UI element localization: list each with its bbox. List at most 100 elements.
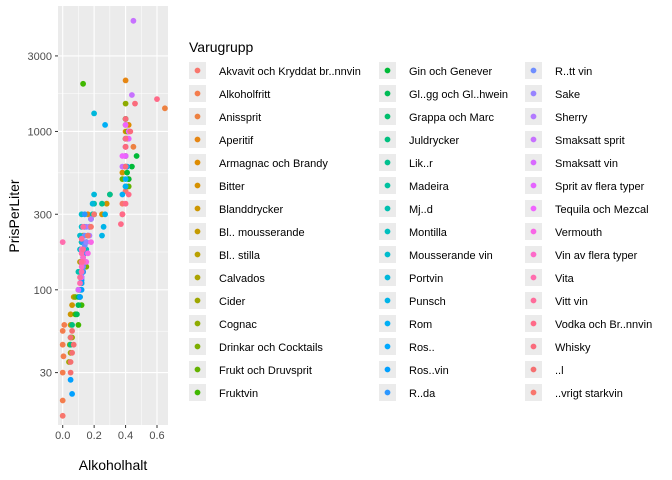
legend-marker xyxy=(530,182,537,189)
x-tick-label: 0.2 xyxy=(86,430,101,442)
legend-label: R..da xyxy=(409,388,436,400)
data-point xyxy=(78,259,85,265)
x-tick-label: 0.6 xyxy=(149,430,164,442)
data-point xyxy=(69,349,75,356)
legend-label: Gl..gg och Gl..hwein xyxy=(409,89,508,101)
legend-marker xyxy=(384,67,391,74)
legend-marker xyxy=(530,274,537,281)
legend-item: Cognac xyxy=(189,315,257,332)
data-point xyxy=(78,268,85,275)
legend-label: Cognac xyxy=(219,319,257,331)
data-point xyxy=(133,153,140,159)
legend-marker xyxy=(530,67,537,74)
legend-item: Montilla xyxy=(379,223,448,240)
legend-item: Vitt vin xyxy=(525,292,588,309)
legend-marker xyxy=(194,136,201,143)
legend-item: Aperitif xyxy=(189,131,254,148)
data-point xyxy=(78,263,85,270)
legend-label: Punsch xyxy=(409,296,446,308)
legend-item: Calvados xyxy=(189,269,265,286)
legend-marker xyxy=(194,228,201,235)
legend-title: Varugrupp xyxy=(189,39,254,55)
data-point xyxy=(122,200,129,207)
x-axis-title: Alkoholhalt xyxy=(79,457,148,473)
data-point xyxy=(59,369,66,376)
legend-marker xyxy=(194,205,201,212)
data-point xyxy=(67,359,74,365)
legend-item: Tequila och Mezcal xyxy=(525,200,649,217)
legend-item: Vin av flera typer xyxy=(525,246,638,263)
x-tick-label: 0.4 xyxy=(118,430,133,442)
y-tick-label: 300 xyxy=(34,209,52,221)
legend-item: Fruktvin xyxy=(189,384,258,401)
legend-item: Cider xyxy=(189,292,246,309)
legend-item: Drinkar och Cocktails xyxy=(189,338,323,355)
data-point xyxy=(130,143,137,150)
data-point xyxy=(85,250,91,257)
legend-label: Sherry xyxy=(555,112,588,124)
data-point xyxy=(124,169,130,176)
data-point xyxy=(88,223,94,230)
legend-marker xyxy=(194,389,201,396)
legend-marker xyxy=(384,90,391,97)
data-point xyxy=(127,128,134,135)
legend-marker xyxy=(530,343,537,350)
legend-marker xyxy=(530,113,537,120)
legend-item: Gin och Genever xyxy=(379,62,492,79)
legend-marker xyxy=(384,136,391,143)
legend-marker xyxy=(530,389,537,396)
legend-label: Vita xyxy=(555,273,575,285)
legend: Akvavit och Kryddat br..nnvin Alkoholfrit… xyxy=(189,62,652,401)
legend-marker xyxy=(530,320,537,327)
legend-marker xyxy=(384,113,391,120)
data-point xyxy=(122,77,129,84)
legend-label: Akvavit och Kryddat br..nnvin xyxy=(219,66,361,78)
legend-marker xyxy=(194,113,201,120)
data-point xyxy=(85,232,91,239)
legend-label: Sprit av flera typer xyxy=(555,181,645,193)
data-point xyxy=(122,122,129,128)
legend-item: ..l xyxy=(525,361,564,378)
data-point xyxy=(122,135,129,142)
legend-label: Vermouth xyxy=(555,227,602,239)
legend-item: Smaksatt vin xyxy=(525,154,618,171)
legend-marker xyxy=(194,67,201,74)
legend-label: Frukt och Druvsprit xyxy=(219,365,312,377)
legend-label: Fruktvin xyxy=(219,388,258,400)
legend-item: Mj..d xyxy=(379,200,433,217)
legend-marker xyxy=(530,90,537,97)
legend-marker xyxy=(194,274,201,281)
data-point xyxy=(70,341,77,348)
legend-label: ..l xyxy=(555,365,564,377)
legend-item: Rom xyxy=(379,315,432,332)
legend-marker xyxy=(194,159,201,166)
legend-marker xyxy=(530,205,537,212)
legend-label: Ros..vin xyxy=(409,365,449,377)
data-point xyxy=(102,122,108,128)
legend-label: Grappa och Marc xyxy=(409,112,494,124)
data-point xyxy=(59,239,66,246)
data-point xyxy=(69,328,75,334)
legend-label: Bl.. mousserande xyxy=(219,227,305,239)
data-point xyxy=(59,412,66,419)
legend-marker xyxy=(530,366,537,373)
data-point xyxy=(81,211,88,218)
legend-item: Whisky xyxy=(525,338,591,355)
legend-item: ..vrigt starkvin xyxy=(525,384,623,401)
data-point xyxy=(61,322,68,328)
legend-marker xyxy=(530,251,537,258)
data-point xyxy=(129,163,135,170)
data-point xyxy=(88,216,94,222)
data-point xyxy=(122,143,129,150)
legend-marker xyxy=(384,228,391,235)
data-point xyxy=(91,211,97,218)
data-point xyxy=(67,369,74,376)
legend-label: Madeira xyxy=(409,181,450,193)
data-point xyxy=(80,223,86,230)
legend-label: Calvados xyxy=(219,273,265,285)
legend-item: Smaksatt sprit xyxy=(525,131,625,148)
legend-label: Rom xyxy=(409,319,432,331)
legend-label: Smaksatt vin xyxy=(555,158,618,170)
data-point xyxy=(77,294,83,300)
legend-marker xyxy=(384,205,391,212)
